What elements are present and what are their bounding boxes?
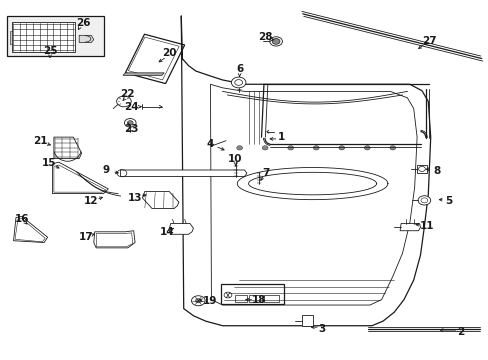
Circle shape — [262, 146, 267, 150]
Circle shape — [127, 121, 133, 125]
Polygon shape — [54, 137, 81, 158]
Text: 11: 11 — [419, 221, 433, 231]
Circle shape — [269, 37, 282, 46]
Polygon shape — [142, 192, 179, 208]
Text: 5: 5 — [444, 197, 451, 206]
Circle shape — [191, 296, 204, 306]
Text: 13: 13 — [127, 193, 142, 203]
Polygon shape — [399, 224, 420, 231]
Bar — [234, 295, 246, 302]
Circle shape — [195, 298, 201, 303]
Text: 21: 21 — [33, 136, 47, 147]
Text: 20: 20 — [162, 48, 176, 58]
Text: 26: 26 — [76, 18, 90, 28]
Text: 2: 2 — [456, 327, 464, 337]
Text: 3: 3 — [318, 324, 325, 334]
Text: 17: 17 — [79, 232, 94, 242]
Circle shape — [231, 77, 245, 88]
Circle shape — [236, 146, 242, 150]
Text: 16: 16 — [15, 214, 29, 224]
Polygon shape — [52, 162, 108, 194]
Text: 25: 25 — [42, 46, 57, 56]
Bar — [128, 37, 179, 80]
Bar — [416, 165, 427, 173]
Circle shape — [272, 39, 280, 44]
Text: 1: 1 — [277, 132, 284, 142]
Circle shape — [389, 146, 395, 150]
Bar — [221, 284, 284, 304]
Text: 27: 27 — [421, 36, 436, 46]
Polygon shape — [79, 35, 94, 42]
Circle shape — [313, 146, 319, 150]
Text: 12: 12 — [84, 197, 99, 206]
Text: 15: 15 — [41, 158, 56, 168]
Polygon shape — [94, 231, 135, 248]
Polygon shape — [14, 216, 47, 243]
Circle shape — [338, 146, 344, 150]
Circle shape — [287, 146, 293, 150]
Text: 6: 6 — [236, 64, 243, 74]
Text: 14: 14 — [159, 227, 174, 237]
Text: 22: 22 — [121, 89, 135, 99]
Text: 18: 18 — [251, 295, 266, 305]
Polygon shape — [181, 16, 430, 326]
Text: 8: 8 — [432, 166, 439, 176]
Text: 7: 7 — [262, 168, 269, 178]
Bar — [12, 22, 75, 52]
Bar — [264, 295, 278, 302]
Text: 9: 9 — [102, 165, 109, 175]
Text: 4: 4 — [206, 139, 214, 149]
Text: 10: 10 — [227, 154, 242, 163]
Bar — [249, 295, 261, 302]
Polygon shape — [120, 170, 246, 176]
Text: 28: 28 — [257, 32, 272, 42]
Circle shape — [364, 146, 369, 150]
Bar — [7, 16, 104, 56]
Circle shape — [116, 96, 131, 107]
Bar — [125, 34, 184, 84]
Text: 24: 24 — [124, 102, 139, 112]
Polygon shape — [10, 31, 12, 44]
Bar — [301, 315, 312, 327]
Text: 23: 23 — [124, 124, 139, 134]
Circle shape — [417, 196, 430, 205]
Polygon shape — [169, 224, 193, 234]
Polygon shape — [122, 73, 164, 75]
Text: 19: 19 — [203, 296, 217, 306]
